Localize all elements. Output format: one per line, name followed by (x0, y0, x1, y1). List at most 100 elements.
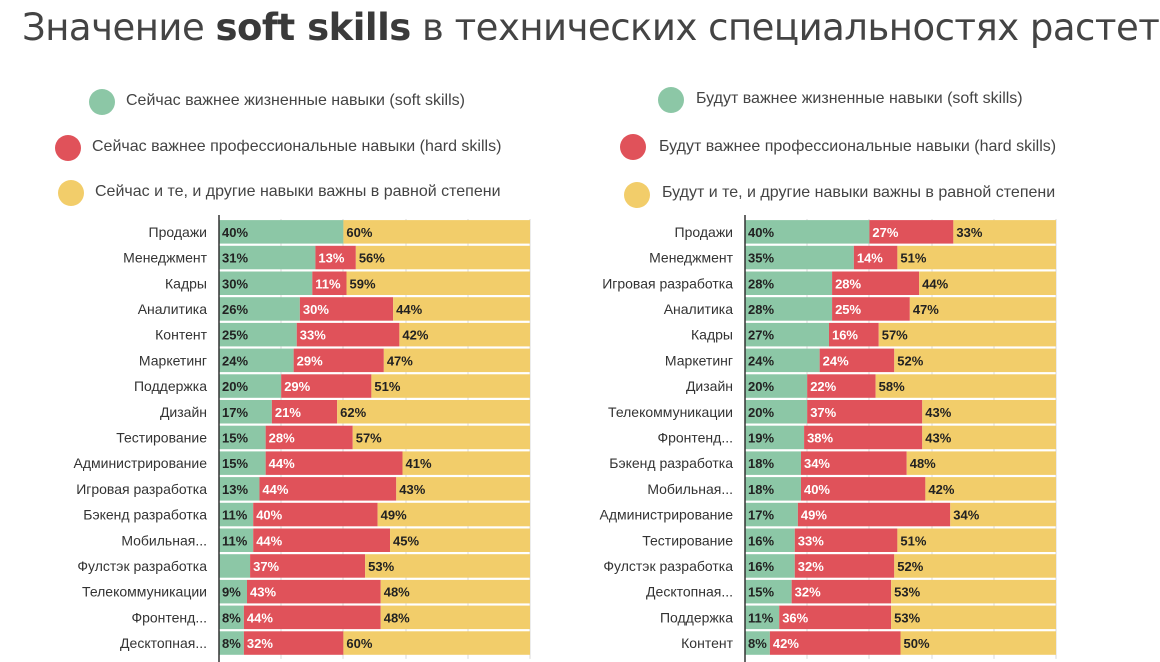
data-label-hard: 32% (247, 636, 273, 651)
category-label: Бэкенд разработка (83, 507, 207, 523)
bar-row: 20% 37% 43% Телекоммуникации (608, 400, 1056, 424)
bar-segment-hard (265, 451, 403, 475)
data-label-soft: 20% (748, 405, 774, 420)
bar-segment-soft (219, 554, 251, 578)
category-label: Администрирование (74, 455, 208, 471)
bar-segment-hard (246, 579, 381, 604)
bar-segment-hard (832, 271, 920, 295)
bar-row: 28% 28% 44% Игровая разработка (602, 271, 1056, 295)
bar-row: 35% 14% 51% Менеджмент (649, 245, 1056, 270)
data-label-both: 51% (374, 379, 400, 394)
data-label-soft: 20% (222, 379, 248, 394)
bar-segment-hard (794, 554, 895, 578)
bar-segment-hard (769, 631, 901, 655)
data-label-soft: 30% (222, 276, 248, 291)
bar-row: 31% 13% 56% Менеджмент (123, 245, 530, 270)
bar-segment-both (953, 220, 1056, 244)
bar-segment-soft (219, 271, 313, 295)
data-label-soft: 11% (748, 610, 774, 625)
legend-dot-soft (658, 87, 684, 113)
data-label-both: 45% (393, 533, 419, 548)
bar-segment-both (399, 322, 530, 347)
data-label-soft: 27% (748, 328, 774, 343)
data-label-both: 53% (894, 610, 920, 625)
data-label-soft: 40% (748, 225, 774, 240)
bar-row: 40% 27% 33% Продажи (675, 220, 1056, 244)
data-label-soft: 8% (222, 636, 241, 651)
data-label-both: 43% (399, 482, 425, 497)
bar-row: 13% 44% 43% Игровая разработка (76, 477, 530, 501)
bar-segment-both (346, 271, 530, 295)
bar-row: 16% 33% 51% Тестирование (642, 528, 1056, 552)
data-label-soft: 16% (748, 559, 774, 574)
data-label-hard: 40% (804, 482, 830, 497)
category-label: Продажи (149, 224, 207, 240)
bar-segment-soft (219, 502, 254, 527)
bar-segment-both (343, 220, 530, 244)
data-label-soft: 9% (222, 585, 241, 600)
bar-segment-both (891, 605, 1056, 630)
category-label: Администрирование (600, 507, 734, 523)
bar-segment-both (337, 400, 530, 424)
bar-row: 27% 16% 57% Кадры (691, 322, 1056, 347)
bar-segment-soft (745, 451, 801, 475)
data-label-both: 33% (956, 225, 982, 240)
bar-row: 8% 44% 48% Фронтенд... (131, 605, 530, 630)
bar-segment-hard (265, 425, 353, 450)
bar-segment-both (909, 297, 1056, 321)
data-label-both: 47% (913, 302, 939, 317)
bar-row: 37% 53% Фулстэк разработка (77, 554, 530, 578)
bar-segment-soft (219, 425, 266, 450)
category-label: Игровая разработка (76, 481, 207, 497)
data-label-both: 57% (356, 430, 382, 445)
bar-segment-both (352, 425, 530, 450)
category-label: Мобильная... (121, 532, 207, 548)
bar-segment-hard (293, 348, 384, 373)
data-label-soft: 11% (222, 533, 248, 548)
bar-row: 17% 49% 34% Администрирование (600, 502, 1056, 527)
data-label-soft: 28% (748, 302, 774, 317)
bar-segment-soft (745, 528, 795, 552)
bar-segment-hard (869, 220, 954, 244)
data-label-both: 48% (910, 456, 936, 471)
data-label-hard: 32% (798, 559, 824, 574)
data-label-both: 53% (368, 559, 394, 574)
bar-segment-soft (219, 322, 297, 347)
data-label-soft: 24% (222, 353, 248, 368)
legend-dot-both (58, 180, 84, 206)
bar-row: 11% 36% 53% Поддержка (660, 605, 1056, 630)
bar-row: 17% 21% 62% Дизайн (160, 400, 530, 424)
bar-segment-soft (219, 477, 260, 501)
data-label-soft: 18% (748, 456, 774, 471)
bar-segment-both (906, 451, 1056, 475)
data-label-hard: 43% (250, 585, 276, 600)
category-label: Маркетинг (139, 352, 207, 368)
category-label: Менеджмент (123, 250, 207, 266)
data-label-hard: 37% (253, 559, 279, 574)
bar-segment-hard (259, 477, 397, 501)
bar-segment-soft (745, 400, 808, 424)
bar-segment-soft (745, 579, 792, 604)
data-label-soft: 35% (748, 251, 774, 266)
data-label-hard: 34% (804, 456, 830, 471)
bar-segment-both (878, 322, 1056, 347)
data-label-soft: 26% (222, 302, 248, 317)
data-label-both: 58% (879, 379, 905, 394)
bar-segment-hard (299, 297, 394, 321)
bar-row: 24% 29% 47% Маркетинг (139, 348, 530, 373)
title-prefix: Значение (22, 6, 216, 49)
category-label: Кадры (691, 327, 733, 343)
bar-segment-soft (219, 297, 300, 321)
data-label-soft: 11% (222, 508, 248, 523)
bar-row: 18% 34% 48% Бэкенд разработка (609, 451, 1056, 475)
bar-segment-both (377, 502, 530, 527)
bar-segment-hard (296, 322, 400, 347)
bar-segment-both (390, 528, 530, 552)
legend-label-soft: Будут важнее жизненные навыки (soft skil… (696, 90, 1023, 107)
data-label-soft: 19% (748, 430, 774, 445)
data-label-both: 49% (381, 508, 407, 523)
bar-segment-hard (797, 502, 951, 527)
data-label-hard: 42% (773, 636, 799, 651)
bar-segment-soft (219, 528, 254, 552)
category-label: Телекоммуникации (608, 404, 733, 420)
